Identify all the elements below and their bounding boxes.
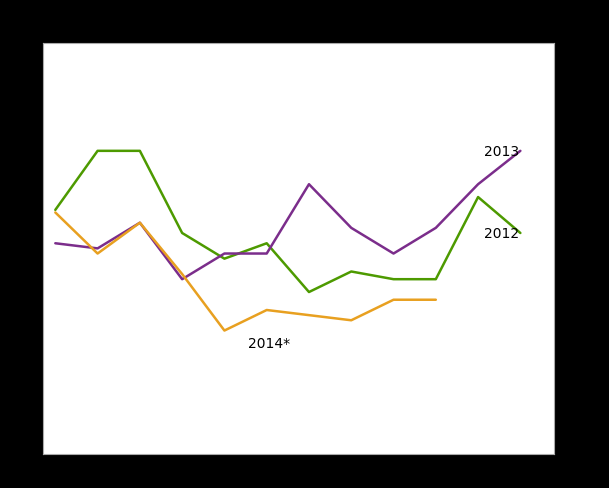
Text: 2014*: 2014*: [248, 337, 290, 351]
Text: 2012: 2012: [484, 226, 519, 241]
Text: 2013: 2013: [484, 144, 519, 159]
